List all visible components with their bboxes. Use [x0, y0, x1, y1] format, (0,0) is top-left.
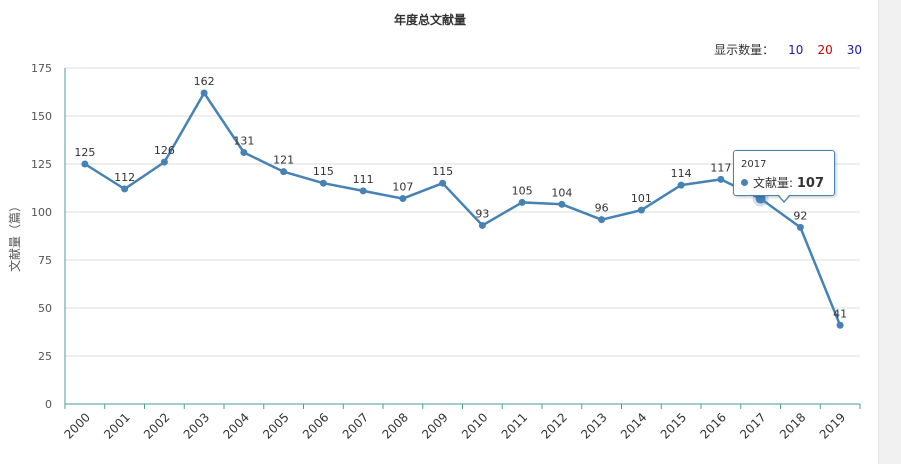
data-label: 121	[273, 154, 294, 167]
y-tick-label: 175	[31, 62, 52, 75]
data-point[interactable]	[399, 195, 407, 203]
tooltip-series-label: 文献量:	[753, 176, 797, 190]
tooltip-x-label: 2017	[741, 159, 767, 170]
y-tick-label: 25	[38, 350, 52, 363]
y-tick-label: 150	[31, 110, 52, 123]
display-count-option-10[interactable]: 10	[788, 43, 804, 57]
x-tick-label: 2005	[260, 410, 291, 441]
x-tick-label: 2000	[61, 410, 92, 441]
x-tick-label: 2012	[538, 410, 569, 441]
data-point[interactable]	[478, 221, 486, 229]
x-tick-label: 2007	[340, 410, 371, 441]
display-count-selector: 显示数量： 10 20 30	[714, 41, 862, 58]
data-point[interactable]	[836, 321, 844, 329]
y-tick-labels: 0 25 50 75 100 125 150 175	[31, 62, 52, 411]
y-tick-label: 0	[45, 398, 52, 411]
data-point[interactable]	[755, 193, 766, 204]
tooltip-pointer	[777, 194, 791, 203]
data-label: 126	[154, 144, 175, 157]
data-point[interactable]	[319, 179, 327, 187]
data-label: 115	[432, 165, 453, 178]
data-label: 115	[313, 165, 334, 178]
x-tick-label: 2016	[697, 410, 728, 441]
display-count-label: 显示数量：	[714, 43, 775, 57]
x-tick-label: 2009	[419, 410, 450, 441]
data-label: 104	[551, 186, 572, 199]
y-tick-label: 75	[38, 254, 52, 267]
axes: 文献量（篇）	[7, 68, 860, 405]
series-line	[84, 91, 842, 326]
data-point[interactable]	[359, 187, 367, 195]
tooltip-series-marker	[741, 179, 748, 186]
series-literature-count	[81, 89, 844, 329]
x-tick-labels: 2000 2001 2002 2003 2004 2005 2006 2007 2008 2009…	[61, 404, 861, 442]
tooltip-value: 107	[796, 176, 824, 191]
data-label: 162	[194, 75, 215, 88]
data-point[interactable]	[280, 168, 288, 176]
x-tick-label: 2015	[658, 410, 689, 441]
data-label: 111	[353, 173, 374, 186]
x-tick-label: 2014	[618, 410, 649, 441]
grid-lines	[65, 67, 860, 357]
data-label: 125	[74, 146, 95, 159]
x-tick-label: 2018	[777, 410, 808, 441]
data-point[interactable]	[81, 160, 89, 168]
data-point[interactable]	[121, 185, 129, 193]
y-tick-label: 125	[31, 158, 52, 171]
data-point[interactable]	[637, 206, 645, 214]
data-label: 96	[595, 202, 609, 215]
x-tick-label: 2010	[459, 410, 490, 441]
data-label: 93	[475, 207, 489, 220]
data-point[interactable]	[598, 216, 606, 224]
x-tick-label: 2006	[300, 410, 331, 441]
x-tick-label: 2003	[181, 410, 212, 441]
data-point[interactable]	[518, 198, 526, 206]
x-tick-label: 2002	[141, 410, 172, 441]
data-label: 112	[114, 171, 135, 184]
x-tick-label: 2019	[817, 410, 848, 441]
data-label: 114	[671, 167, 692, 180]
data-point[interactable]	[160, 158, 168, 166]
page-scrollbar[interactable]	[878, 0, 901, 464]
tooltip: 2017 文献量: 107	[733, 150, 835, 203]
y-tick-label: 100	[31, 206, 52, 219]
data-point[interactable]	[717, 175, 725, 183]
data-label: 107	[392, 181, 413, 194]
data-label: 41	[833, 307, 847, 320]
x-tick-label: 2001	[101, 410, 132, 441]
chart-title: 年度总文献量	[393, 13, 466, 27]
display-count-option-20[interactable]: 20	[817, 43, 833, 57]
x-tick-label: 2004	[220, 410, 251, 441]
data-point[interactable]	[796, 223, 804, 231]
data-label: 131	[233, 134, 254, 147]
x-tick-label: 2011	[499, 410, 530, 441]
y-tick-label: 50	[38, 302, 52, 315]
data-point[interactable]	[558, 200, 566, 208]
data-point[interactable]	[439, 179, 447, 187]
data-labels: 125 112 126 162 131 121 115 111 107 115 93 105 104 96…	[74, 75, 847, 320]
data-label: 117	[710, 161, 731, 174]
data-label: 101	[631, 192, 652, 205]
data-label: 92	[793, 209, 807, 222]
data-point[interactable]	[677, 181, 685, 189]
y-axis-label: 文献量（篇）	[7, 200, 22, 272]
x-tick-label: 2017	[737, 410, 768, 441]
tooltip-row: 文献量: 107	[741, 174, 824, 191]
data-point[interactable]	[240, 148, 248, 156]
x-tick-label: 2008	[379, 410, 410, 441]
data-label: 105	[512, 184, 533, 197]
chart-container: 年度总文献量 显示数量： 10 20 30 文献量（篇） 0 25 50 75 100 125 1…	[7, 13, 862, 442]
display-count-option-30[interactable]: 30	[846, 43, 862, 57]
data-point[interactable]	[200, 89, 208, 97]
x-tick-label: 2013	[578, 410, 609, 441]
